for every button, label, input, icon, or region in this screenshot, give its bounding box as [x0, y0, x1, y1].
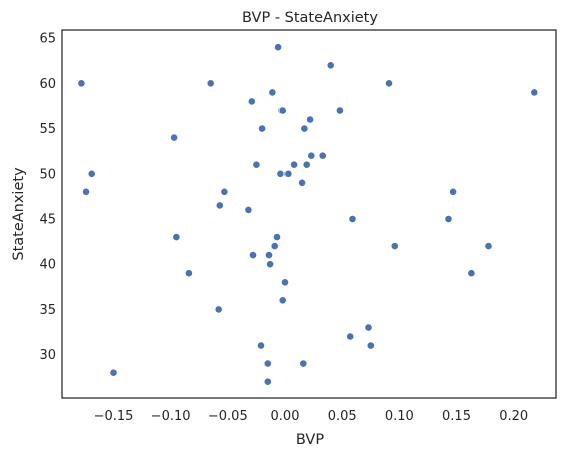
y-tick-label: 50: [39, 167, 56, 182]
data-point: [172, 233, 181, 241]
data-point: [263, 377, 272, 386]
data-point: [444, 215, 453, 223]
data-point: [249, 251, 257, 259]
data-point: [244, 205, 253, 214]
data-point: [366, 341, 375, 350]
data-point: [390, 242, 399, 250]
data-point: [82, 187, 90, 196]
x-tick-label: −0.05: [208, 409, 248, 424]
data-point: [184, 269, 193, 278]
data-point: [276, 169, 285, 178]
data-point: [252, 160, 261, 169]
y-tick-label: 65: [39, 32, 56, 47]
data-point: [278, 296, 287, 305]
x-tick-label: 0.00: [271, 409, 300, 424]
data-point: [326, 61, 335, 70]
data-point: [467, 269, 476, 278]
data-points: [77, 43, 539, 386]
data-point: [346, 332, 355, 341]
data-point: [263, 359, 272, 368]
plot-background: [62, 30, 556, 398]
data-point: [170, 133, 178, 142]
data-point: [214, 305, 223, 314]
x-axis-label: BVP: [296, 432, 324, 448]
y-axis-label: StateAnxiety: [11, 167, 27, 261]
x-tick-label: 0.10: [385, 409, 414, 424]
x-tick-label: 0.05: [328, 409, 357, 424]
data-point: [220, 187, 229, 196]
data-point: [87, 169, 96, 178]
x-tick-label: 0.15: [442, 409, 471, 424]
data-point: [364, 323, 373, 332]
y-tick-label: 30: [39, 348, 56, 363]
y-tick-label: 40: [39, 258, 56, 273]
data-point: [290, 160, 298, 169]
data-point: [302, 160, 311, 169]
data-point: [298, 178, 306, 187]
data-point: [265, 251, 273, 259]
data-point: [300, 124, 309, 133]
data-point: [270, 242, 279, 250]
data-point: [278, 106, 287, 115]
data-point: [385, 79, 393, 88]
data-point: [299, 359, 308, 368]
data-point: [284, 169, 293, 178]
x-tick-label: 0.20: [499, 409, 528, 424]
data-point: [281, 278, 289, 287]
x-axis-ticks: −0.15 −0.10 −0.05 0.00 0.05 0.10 0.15 0.20: [94, 409, 529, 424]
x-tick-label: −0.15: [94, 409, 134, 424]
data-point: [268, 88, 277, 97]
data-point: [77, 79, 86, 88]
data-point: [449, 187, 457, 196]
data-point: [484, 242, 493, 250]
y-axis-ticks: 30 35 40 45 50 55 60 65: [39, 32, 56, 364]
chart-title: BVP - StateAnxiety: [242, 10, 378, 26]
data-point: [318, 151, 327, 160]
data-point: [215, 201, 224, 210]
data-point: [307, 151, 316, 160]
y-tick-label: 35: [39, 303, 56, 318]
data-point: [348, 215, 357, 223]
data-point: [247, 97, 256, 106]
data-point: [109, 368, 118, 377]
plot-frame: [61, 29, 557, 399]
data-point: [257, 341, 265, 350]
data-point: [266, 260, 274, 269]
data-point: [273, 233, 281, 241]
y-tick-label: 55: [39, 122, 56, 137]
y-tick-label: 60: [39, 77, 56, 92]
y-tick-label: 45: [39, 213, 56, 228]
data-point: [306, 115, 314, 124]
data-point: [206, 79, 215, 88]
data-point: [258, 124, 266, 133]
x-tick-label: −0.10: [151, 409, 191, 424]
data-point: [335, 106, 344, 115]
data-point: [530, 88, 539, 97]
data-point: [274, 43, 282, 52]
